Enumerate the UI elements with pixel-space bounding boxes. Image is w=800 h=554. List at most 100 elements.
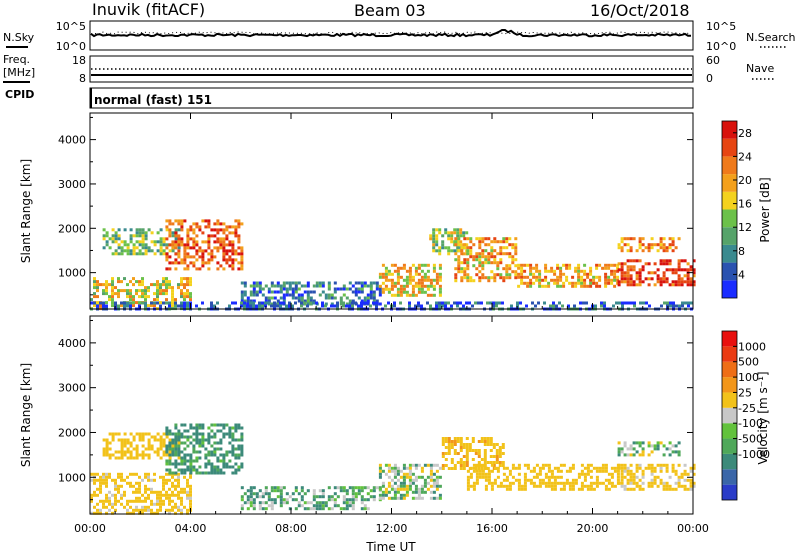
- data-cell: [505, 237, 509, 241]
- colorbar-swatch: [722, 331, 737, 347]
- data-cell: [526, 281, 530, 285]
- data-cell: [135, 487, 138, 491]
- data-cell: [463, 267, 467, 271]
- data-cell: [454, 267, 458, 271]
- data-cell: [291, 293, 295, 297]
- data-cell: [279, 304, 282, 308]
- data-cell: [363, 281, 367, 285]
- data-cell: [589, 463, 593, 467]
- data-cell: [192, 228, 196, 232]
- data-cell: [144, 249, 148, 253]
- data-cell: [686, 262, 690, 266]
- data-cell: [336, 504, 340, 508]
- data-cell: [626, 280, 630, 284]
- data-cell: [228, 435, 232, 439]
- data-cell: [384, 269, 388, 273]
- data-cell: [321, 504, 325, 508]
- data-cell: [198, 465, 202, 469]
- colorbar-swatch: [722, 280, 737, 298]
- data-cell: [499, 258, 503, 262]
- colorbar-swatch: [722, 438, 737, 454]
- data-cell: [108, 441, 112, 445]
- data-cell: [390, 466, 394, 470]
- data-cell: [216, 228, 220, 232]
- data-cell: [159, 490, 162, 494]
- data-cell: [330, 304, 333, 308]
- data-cell: [234, 258, 238, 262]
- data-cell: [135, 508, 138, 512]
- data-cell: [195, 249, 199, 253]
- data-cell: [396, 496, 400, 500]
- data-cell: [477, 452, 481, 455]
- data-cell: [577, 263, 581, 267]
- data-cell: [550, 484, 554, 488]
- data-cell: [366, 301, 369, 305]
- data-cell: [568, 487, 572, 491]
- data-cell: [490, 487, 494, 491]
- data-cell: [222, 258, 226, 262]
- data-cell: [641, 447, 645, 451]
- freq-left-tick-bottom: 8: [79, 72, 86, 85]
- data-cell: [505, 475, 509, 479]
- data-cell: [120, 475, 123, 479]
- data-cell: [453, 437, 457, 440]
- data-cell: [144, 490, 147, 494]
- data-cell: [384, 266, 388, 270]
- data-cell: [153, 240, 157, 244]
- data-cell: [529, 478, 533, 482]
- data-cell: [189, 246, 193, 250]
- data-cell: [465, 452, 469, 455]
- data-cell: [165, 435, 169, 439]
- data-cell: [240, 258, 244, 262]
- data-cell: [659, 481, 663, 485]
- data-cell: [598, 275, 602, 279]
- data-cell: [222, 222, 226, 226]
- data-cell: [225, 252, 229, 256]
- data-cell: [180, 289, 183, 293]
- data-cell: [603, 304, 606, 308]
- data-cell: [204, 438, 208, 442]
- data-cell: [312, 284, 316, 288]
- data-cell: [180, 423, 184, 427]
- data-cell: [195, 240, 199, 244]
- data-cell: [402, 463, 406, 467]
- data-cell: [189, 261, 193, 265]
- data-cell: [192, 450, 196, 454]
- data-cell: [189, 292, 192, 296]
- data-cell: [369, 489, 373, 493]
- data-cell: [532, 266, 536, 270]
- data-cell: [117, 487, 120, 491]
- data-cell: [249, 301, 252, 305]
- data-cell: [556, 475, 560, 479]
- data-cell: [435, 240, 439, 244]
- data-cell: [680, 280, 684, 284]
- y-tick-label: 1000: [58, 267, 86, 280]
- data-cell: [489, 440, 493, 443]
- data-cell: [258, 281, 262, 285]
- data-cell: [535, 472, 539, 476]
- data-cell: [327, 507, 331, 511]
- data-cell: [629, 268, 633, 272]
- data-cell: [423, 275, 427, 279]
- data-cell: [144, 484, 147, 488]
- data-cell: [159, 456, 163, 460]
- data-cell: [396, 272, 400, 276]
- data-cell: [616, 469, 620, 473]
- data-cell: [162, 301, 165, 305]
- data-cell: [429, 478, 433, 482]
- data-cell: [490, 469, 494, 473]
- data-cell: [553, 272, 557, 276]
- data-cell: [378, 472, 382, 476]
- data-cell: [574, 478, 578, 482]
- data-cell: [623, 444, 627, 448]
- data-cell: [165, 478, 168, 482]
- data-region-0: [90, 277, 192, 311]
- data-cell: [666, 301, 669, 305]
- data-cell: [165, 243, 169, 247]
- data-cell: [210, 462, 214, 466]
- data-cell: [144, 246, 148, 250]
- data-cell: [466, 279, 470, 283]
- data-cell: [498, 464, 502, 467]
- data-cell: [662, 484, 666, 488]
- data-cell: [216, 429, 220, 433]
